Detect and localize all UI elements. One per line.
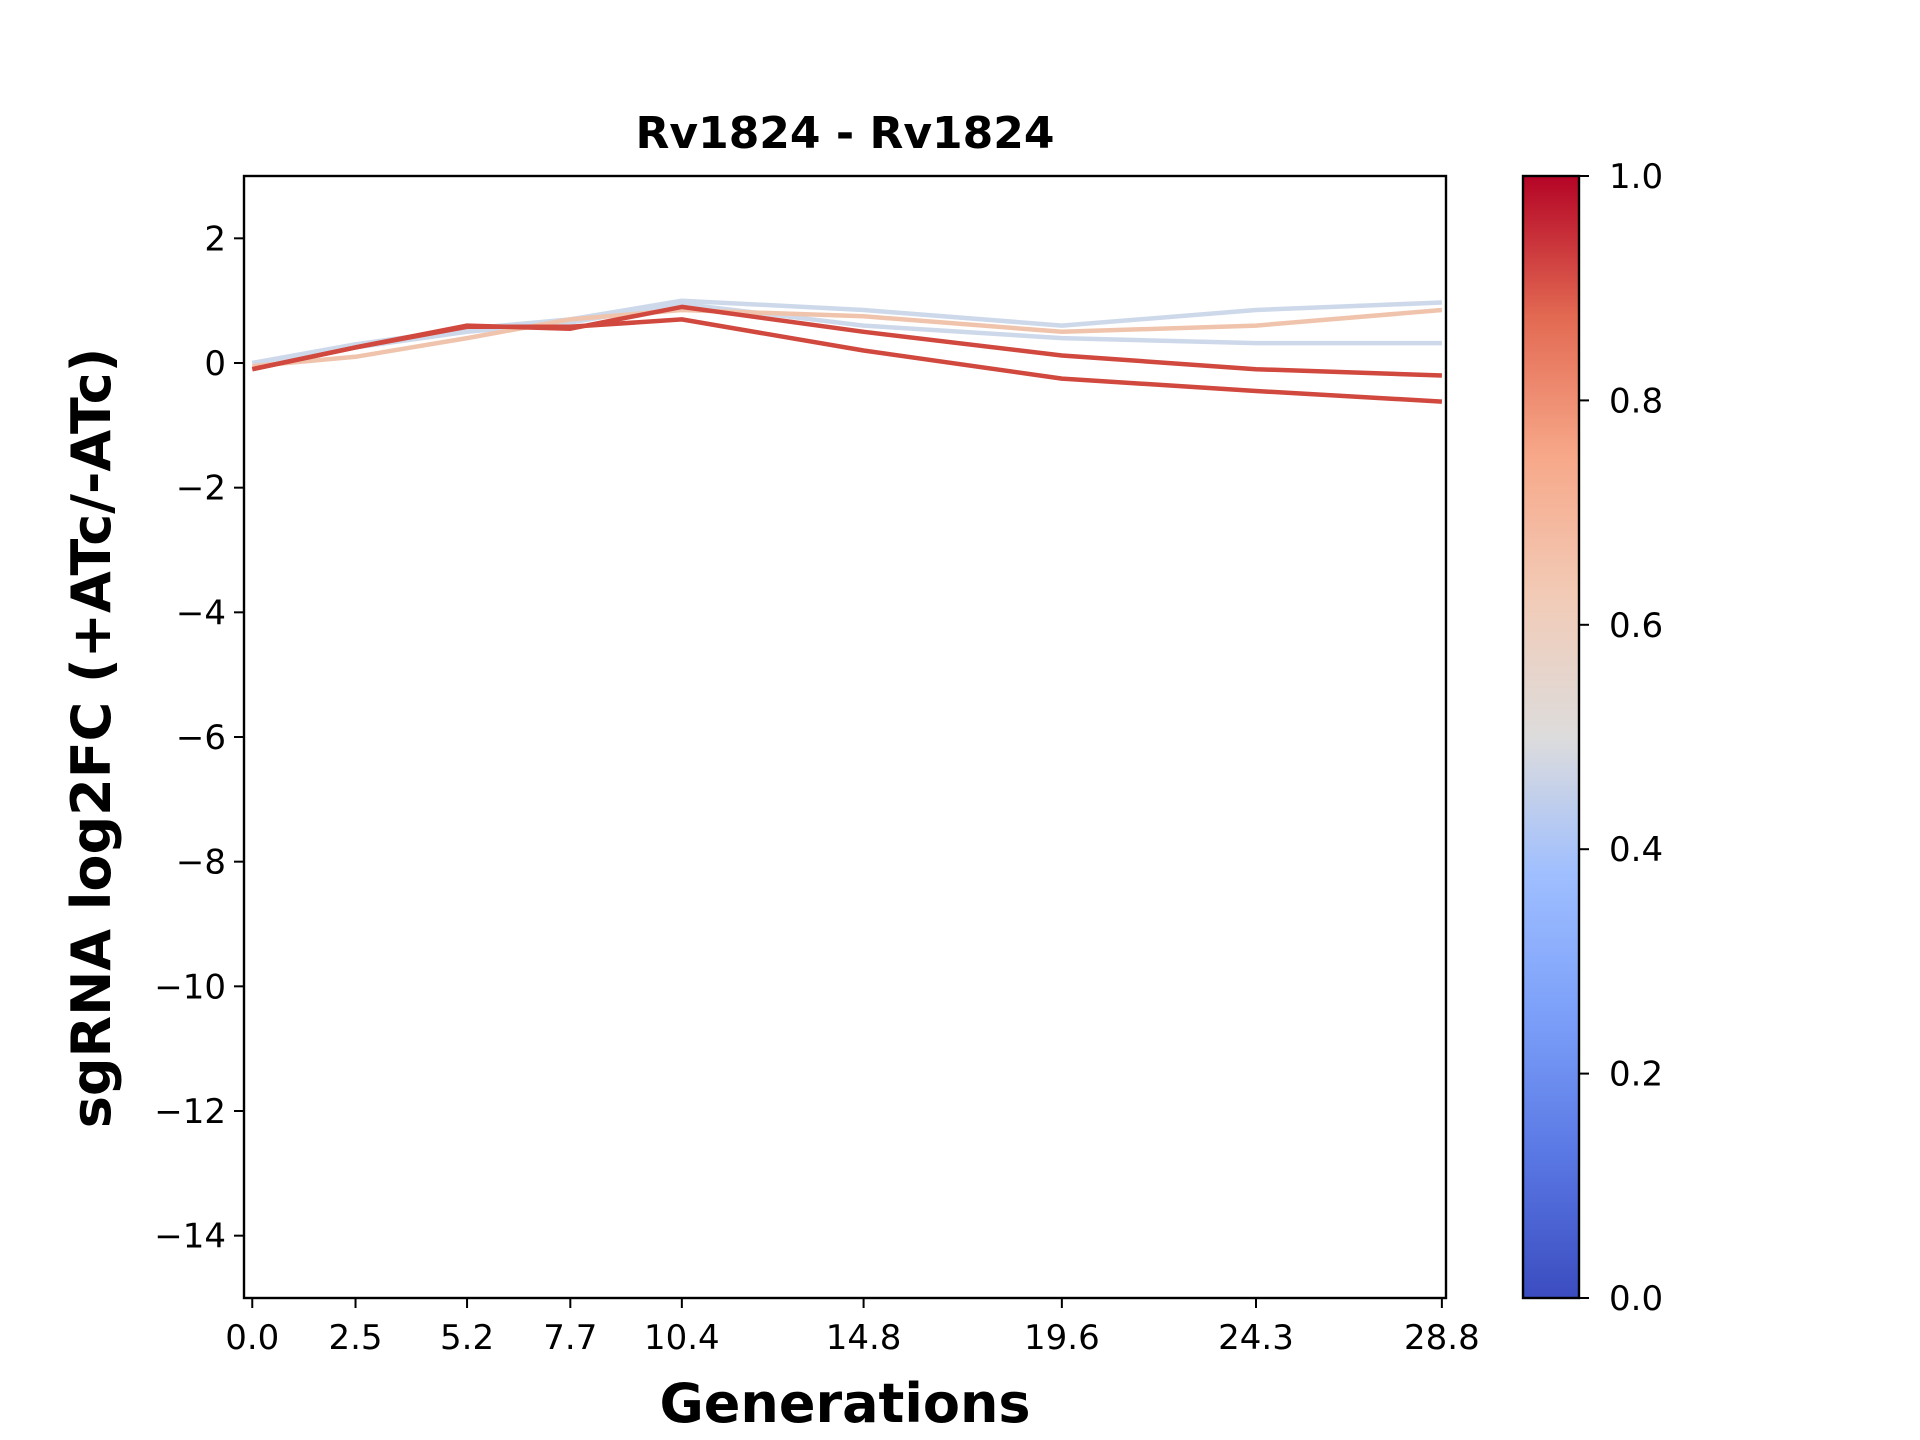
x-tick-label: 14.8 <box>826 1318 902 1358</box>
y-tick-label: −12 <box>154 1092 226 1132</box>
x-tick-label: 0.0 <box>225 1318 279 1358</box>
series-line <box>252 307 1443 369</box>
x-tick-label: 19.6 <box>1024 1318 1100 1358</box>
colorbar-tick-label: 0.2 <box>1609 1055 1663 1095</box>
x-tick-label: 2.5 <box>328 1318 382 1358</box>
colorbar-tick-label: 0.8 <box>1609 381 1663 421</box>
x-axis-title: Generations <box>659 1372 1030 1435</box>
chart-title: Rv1824 - Rv1824 <box>636 108 1055 159</box>
x-tick-label: 7.7 <box>543 1318 597 1358</box>
y-tick-label: −8 <box>176 843 226 883</box>
colorbar-tick-label: 0.4 <box>1609 830 1663 870</box>
series-line <box>251 317 1443 404</box>
y-axis-title: sgRNA log2FC (+ATc/-ATc) <box>60 348 123 1129</box>
y-tick-label: 0 <box>204 344 226 384</box>
y-tick-label: −14 <box>154 1217 226 1257</box>
colorbar-tick-label: 1.0 <box>1609 157 1663 197</box>
colorbar-axis: 1.0 0.8 0.6 0.4 0.2 0.0 <box>1579 157 1663 1319</box>
y-tick-label: −2 <box>176 469 226 509</box>
colorbar-tick-label: 0.0 <box>1609 1279 1663 1319</box>
y-tick-label: 2 <box>204 219 226 259</box>
colorbar-tick-label: 0.6 <box>1609 606 1663 646</box>
x-tick-label: 10.4 <box>644 1318 720 1358</box>
y-tick-label: −10 <box>154 967 226 1007</box>
y-axis: 2 0 −2 −4 −6 −8 −10 −12 −14 <box>154 219 244 1257</box>
y-tick-label: −6 <box>176 718 226 758</box>
x-tick-label: 28.8 <box>1404 1318 1480 1358</box>
x-tick-label: 24.3 <box>1218 1318 1294 1358</box>
colorbar <box>1521 174 1581 1300</box>
y-tick-label: −4 <box>176 593 226 633</box>
series-group <box>251 298 1443 404</box>
x-tick-label: 5.2 <box>440 1318 494 1358</box>
x-axis: 0.0 2.5 5.2 7.7 10.4 14.8 19.6 24.3 28.8 <box>225 1298 1480 1358</box>
